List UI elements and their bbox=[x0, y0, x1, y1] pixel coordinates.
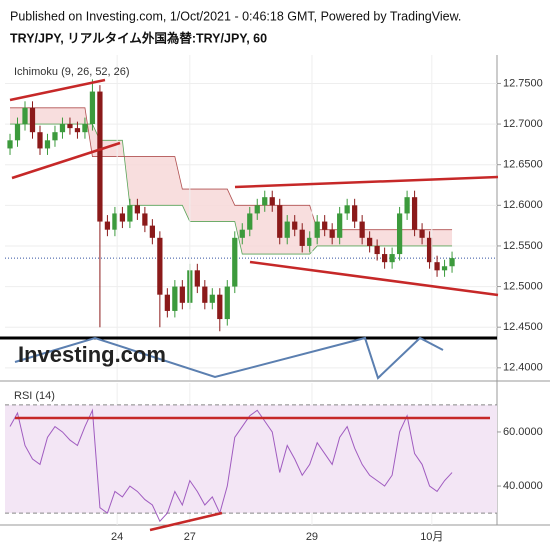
candle-body bbox=[44, 140, 51, 149]
chart-title: TRY/JPY, リアルタイム外国為替:TRY/JPY, 60 bbox=[10, 30, 267, 45]
y-tick-label: 12.7500 bbox=[503, 77, 543, 89]
candle-body bbox=[239, 229, 245, 238]
candle-body bbox=[367, 237, 373, 246]
layers bbox=[0, 55, 550, 526]
candle-body bbox=[359, 221, 365, 238]
candle-body bbox=[67, 124, 73, 129]
candle-body bbox=[314, 221, 320, 238]
candle-body bbox=[292, 221, 298, 230]
candle-body bbox=[172, 286, 178, 311]
watermark: Investing.com bbox=[18, 342, 166, 367]
candle-body bbox=[157, 237, 163, 295]
x-tick-label: 29 bbox=[306, 531, 318, 543]
candle-body bbox=[337, 213, 343, 238]
candle-body bbox=[224, 286, 230, 320]
candle-body bbox=[37, 132, 43, 149]
candle-body bbox=[164, 294, 170, 311]
candle-body bbox=[381, 254, 388, 263]
candle-body bbox=[284, 221, 290, 238]
candle-body bbox=[29, 107, 36, 133]
candle-body bbox=[277, 205, 283, 238]
candle-body bbox=[202, 286, 208, 303]
candle-body bbox=[374, 245, 380, 255]
candle-body bbox=[59, 124, 66, 133]
candle-body bbox=[352, 205, 358, 222]
candle-body bbox=[7, 140, 13, 149]
candle-body bbox=[449, 258, 455, 267]
candle-body bbox=[14, 124, 21, 141]
y-tick-label: 12.7000 bbox=[503, 118, 543, 130]
x-tick-label: 10月 bbox=[420, 531, 443, 543]
candle-body bbox=[142, 213, 148, 226]
candle-body bbox=[74, 128, 81, 133]
candle-body bbox=[441, 266, 448, 271]
candle-body bbox=[329, 229, 335, 238]
candle-body bbox=[82, 124, 88, 133]
y-tick-label: 60.0000 bbox=[503, 426, 543, 438]
candle-body bbox=[52, 132, 58, 141]
candle-body bbox=[149, 225, 155, 238]
x-tick-label: 24 bbox=[111, 531, 123, 543]
drawn-zigzag bbox=[14, 336, 444, 380]
candle-body bbox=[89, 91, 96, 125]
candle-body bbox=[434, 262, 440, 271]
rsi-line bbox=[9, 408, 453, 523]
candle-body bbox=[322, 221, 328, 230]
indicator-label: Ichimoku (9, 26, 52, 26) bbox=[14, 66, 130, 78]
candle-body bbox=[217, 294, 223, 320]
candle-body bbox=[269, 197, 275, 206]
candle-body bbox=[22, 107, 28, 125]
x-tick-label: 27 bbox=[184, 531, 196, 543]
candle-body bbox=[426, 237, 433, 263]
y-tick-label: 12.4500 bbox=[503, 321, 543, 333]
candle-body bbox=[404, 197, 410, 214]
candle-body bbox=[344, 205, 350, 214]
candle-body bbox=[307, 237, 313, 246]
candle-body bbox=[396, 213, 403, 255]
candle-body bbox=[127, 205, 133, 222]
candle-body bbox=[194, 270, 200, 287]
candle-body bbox=[232, 237, 238, 287]
candle-body bbox=[97, 91, 103, 222]
candle-body bbox=[299, 229, 305, 246]
y-tick-label: 12.4000 bbox=[503, 362, 543, 374]
rsi-band bbox=[5, 404, 497, 514]
y-tick-label: 12.6000 bbox=[503, 199, 543, 211]
caption: Published on Investing.com, 1/Oct/2021 -… bbox=[10, 9, 461, 23]
candle-body bbox=[389, 254, 395, 263]
candle-body bbox=[209, 294, 215, 303]
cloud bbox=[10, 107, 453, 255]
candle-body bbox=[112, 213, 118, 230]
span-b bbox=[10, 107, 453, 231]
trendlines bbox=[9, 78, 499, 532]
candle-body bbox=[254, 205, 260, 214]
candle-body bbox=[247, 213, 253, 230]
candle-body bbox=[104, 221, 111, 230]
candle-body bbox=[134, 205, 141, 214]
y-tick-label: 12.5500 bbox=[503, 240, 543, 252]
candle-body bbox=[262, 197, 268, 206]
candle-body bbox=[179, 286, 185, 303]
y-tick-label: 12.5000 bbox=[503, 280, 543, 292]
candle-body bbox=[419, 229, 425, 238]
candle-body bbox=[119, 213, 126, 222]
candle-body bbox=[411, 197, 418, 230]
y-tick-label: 12.6500 bbox=[503, 159, 543, 171]
y-tick-label: 40.0000 bbox=[503, 480, 543, 492]
rsi-label: RSI (14) bbox=[14, 390, 55, 402]
